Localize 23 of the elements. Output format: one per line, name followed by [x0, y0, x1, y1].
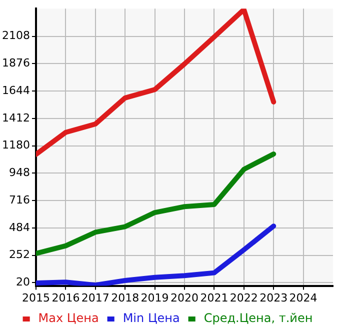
- y-tick-label: 2108: [2, 29, 30, 42]
- y-tick-label: 484: [8, 220, 30, 234]
- x-tick-label: 2017: [81, 291, 110, 304]
- y-tick-label: 948: [8, 166, 30, 180]
- x-tick-label: 2015: [22, 291, 50, 304]
- legend-label: Max Цена: [38, 311, 99, 326]
- x-tick-label: 2023: [260, 291, 288, 304]
- y-tick-label: 252: [8, 248, 30, 262]
- legend-label: Сред.Цена, т.йен: [204, 311, 313, 326]
- legend-label: Min Цена: [122, 311, 180, 326]
- y-tick-label: 716: [8, 193, 30, 206]
- x-tick-label: 2016: [52, 291, 80, 304]
- y-tick-label: 1412: [2, 111, 30, 124]
- y-tick-label: 20: [16, 276, 30, 289]
- x-tick-label: 2019: [140, 291, 169, 304]
- y-tick-label: 1644: [2, 84, 30, 97]
- y-tick-label: 1876: [2, 56, 30, 70]
- x-tick-label: 2020: [170, 291, 198, 304]
- y-tick-label: 1180: [2, 138, 30, 152]
- x-tick-label: 2018: [111, 291, 140, 304]
- x-tick-label: 2021: [200, 291, 228, 304]
- x-tick-label: 2022: [230, 291, 258, 304]
- x-tick-label: 2024: [289, 291, 318, 304]
